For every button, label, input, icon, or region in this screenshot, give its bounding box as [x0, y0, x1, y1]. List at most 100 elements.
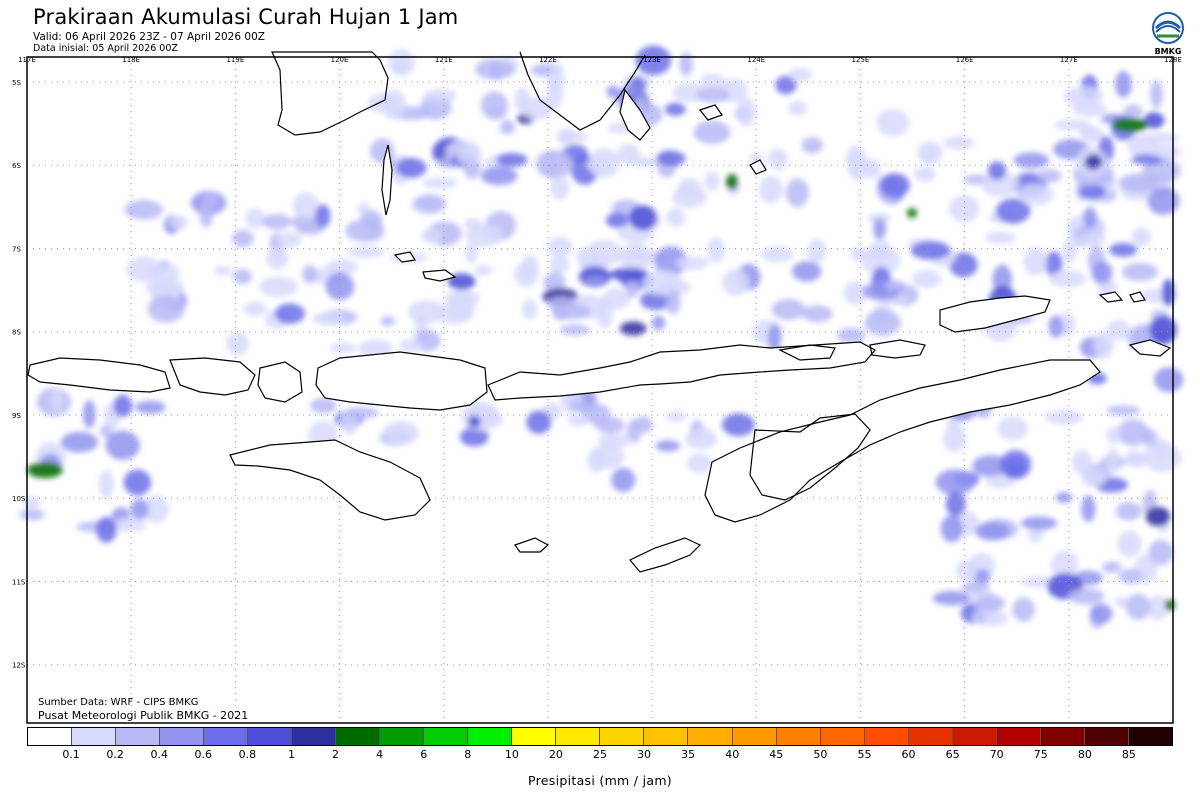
- precip-cell: [381, 89, 406, 120]
- precip-cell: [771, 299, 806, 320]
- precip-cell: [788, 100, 808, 116]
- precip-cell: [292, 192, 320, 219]
- lon-label: 122E: [539, 56, 557, 64]
- precip-cell: [591, 444, 625, 469]
- sulawesi-se-tip: [749, 159, 767, 175]
- precip-cell: [567, 414, 590, 426]
- precip-cell: [981, 171, 1020, 197]
- colorbar-tick-label: 4: [376, 748, 384, 761]
- precip-cell: [628, 205, 657, 231]
- precip-cell: [617, 143, 641, 165]
- precip-cell: [758, 175, 784, 203]
- precip-cell: [522, 299, 538, 320]
- colorbar-swatch: [204, 728, 249, 745]
- precip-cell: [665, 410, 687, 422]
- lat-label: 6S: [12, 162, 21, 170]
- alor-island: [869, 339, 926, 359]
- colorbar-tick-label: 20: [548, 748, 563, 761]
- precip-cell: [1083, 207, 1097, 230]
- precip-cell: [310, 397, 337, 414]
- colorbar-swatch: [864, 728, 909, 745]
- lon-label: 126E: [956, 56, 974, 64]
- precip-cell: [346, 407, 379, 419]
- precip-cell: [611, 467, 636, 492]
- precip-cell: [1063, 238, 1077, 264]
- precip-cell: [1109, 243, 1138, 257]
- precip-cell: [843, 281, 868, 305]
- precip-cell: [879, 173, 910, 198]
- precip-cell-heavy: [907, 208, 917, 218]
- precip-cell: [480, 166, 518, 186]
- colorbar-swatch: [468, 728, 513, 745]
- precip-cell: [383, 420, 419, 445]
- precip-cell: [346, 246, 385, 258]
- precip-cell: [609, 267, 649, 281]
- precip-cell: [1154, 367, 1184, 393]
- precip-cell: [1149, 315, 1178, 345]
- precip-cell: [126, 256, 162, 283]
- small-ne: [1098, 291, 1124, 303]
- colorbar-swatch: [952, 728, 997, 745]
- precip-cell: [686, 453, 713, 473]
- precip-cell: [1150, 79, 1163, 109]
- lon-label: 123E: [643, 56, 661, 64]
- precip-cell: [961, 581, 990, 594]
- colorbar-swatch: [72, 728, 117, 745]
- precip-cell: [1121, 262, 1158, 282]
- colorbar-swatch: [556, 728, 601, 745]
- precip-cell: [633, 416, 653, 434]
- colorbar-tick-label: 70: [989, 748, 1004, 761]
- precip-cell: [232, 268, 252, 285]
- precip-cell: [1037, 169, 1062, 183]
- precip-cell: [199, 202, 213, 228]
- precip-cell: [1081, 469, 1106, 487]
- precip-cell: [943, 136, 975, 150]
- precip-cell: [1131, 227, 1151, 247]
- precip-cell: [876, 109, 910, 137]
- precip-cell: [635, 45, 672, 76]
- precip-cell: [987, 161, 1007, 180]
- colorbar-swatch: [28, 728, 73, 745]
- precip-cell: [358, 339, 394, 357]
- precip-cell: [1115, 596, 1130, 608]
- precip-cell: [861, 245, 901, 275]
- precip-cell: [530, 64, 554, 77]
- map-title: Prakiraan Akumulasi Curah Hujan 1 Jam: [33, 5, 459, 29]
- kalao-island: [422, 269, 457, 282]
- precip-cell: [684, 428, 718, 450]
- precip-cell: [597, 300, 613, 329]
- lat-label: 10S: [12, 495, 26, 503]
- precip-cell: [864, 309, 901, 336]
- precip-cell: [655, 440, 681, 452]
- precip-cell: [95, 516, 117, 543]
- precip-cell: [848, 152, 869, 182]
- precipitation-layer: [19, 45, 1184, 629]
- precip-cell: [626, 279, 639, 298]
- colorbar-swatch: [160, 728, 205, 745]
- precip-cell: [314, 204, 331, 229]
- colorbar-swatch: [1128, 728, 1172, 745]
- precip-cell: [1027, 526, 1044, 543]
- colorbar-tick-label: 0.2: [106, 748, 124, 761]
- precip-cell: [935, 469, 976, 495]
- colorbar-tick-label: 55: [857, 748, 872, 761]
- precip-cell-heavy: [726, 174, 738, 190]
- precip-cell: [459, 427, 489, 447]
- colorbar-tick-label: 0.8: [238, 748, 257, 761]
- lon-label: 118E: [122, 56, 140, 64]
- precip-cell: [786, 178, 809, 208]
- colorbar-swatch: [820, 728, 865, 745]
- precip-cell: [1079, 184, 1107, 200]
- colorbar-tick-label: 35: [681, 748, 696, 761]
- precip-cell: [605, 212, 629, 228]
- precip-cell: [675, 256, 709, 271]
- precip-cell: [1106, 426, 1122, 444]
- precip-cell: [202, 193, 220, 207]
- precip-cell: [788, 67, 812, 82]
- precip-cell: [696, 87, 730, 103]
- lon-label: 127E: [1060, 56, 1078, 64]
- logo-text: BMKG: [1155, 47, 1182, 56]
- precip-cell: [1102, 561, 1122, 574]
- precip-cell: [792, 261, 822, 282]
- colorbar-tick-label: 0.1: [62, 748, 80, 761]
